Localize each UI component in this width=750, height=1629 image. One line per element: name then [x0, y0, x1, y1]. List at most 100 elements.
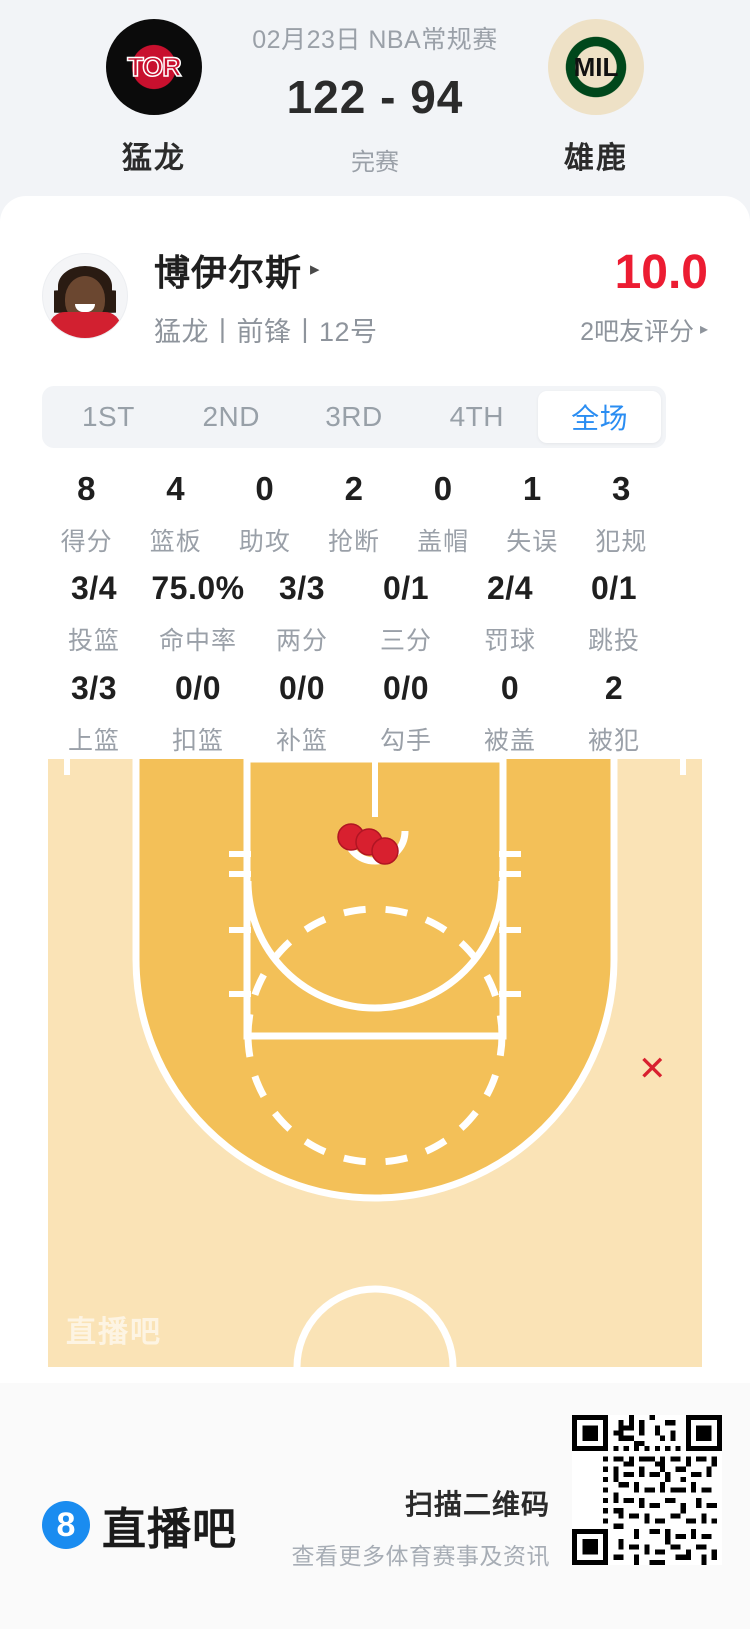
stat-value: 4	[166, 470, 186, 507]
player-identity: 博伊尔斯 ▸ 猛龙丨前锋丨12号	[154, 244, 378, 349]
stat-value: 2	[604, 670, 624, 706]
stat-label: 上篮	[67, 727, 120, 755]
stat-value: 0/0	[175, 670, 221, 706]
score-center: 02月23日 NBA常规赛 122 - 94 完赛	[244, 20, 506, 177]
stat-label: 投篮	[67, 627, 120, 655]
stat-label: 盖帽	[417, 528, 470, 556]
rating-label: 2吧友评分	[580, 317, 694, 346]
stat-label: 被犯	[587, 727, 640, 755]
player-header-row: 博伊尔斯 ▸ 猛龙丨前锋丨12号 10.0 2吧友评分 ▸	[42, 244, 708, 348]
player-name-row[interactable]: 博伊尔斯 ▸	[154, 244, 378, 296]
stat-label: 扣篮	[171, 727, 224, 755]
qr-code-image[interactable]	[572, 1415, 722, 1565]
stat-label: 补篮	[275, 727, 328, 755]
tab-2nd[interactable]: 2ND	[202, 401, 260, 432]
made-shot-marker	[371, 837, 399, 865]
stat-fouls: 3 犯规	[577, 470, 666, 558]
stat-rebounds: 4 篮板	[131, 470, 220, 558]
stat-label: 抢断	[327, 528, 380, 556]
away-team-abbr: MIL	[573, 51, 619, 82]
court-diagram	[48, 759, 702, 1367]
stat-label: 篮板	[149, 528, 202, 556]
stat-value: 3	[611, 470, 631, 507]
shot-chart-court[interactable]: ✕ 直播吧	[48, 759, 702, 1367]
tab-1st[interactable]: 1ST	[81, 401, 135, 432]
rating-label-row[interactable]: 2吧友评分 ▸	[580, 312, 708, 348]
stat-layups: 3/3 上篮	[42, 670, 146, 757]
stat-value: 3/3	[279, 570, 325, 606]
stat-turnovers: 1 失误	[488, 470, 577, 558]
brand-name: 直播吧	[102, 1505, 237, 1554]
match-status: 完赛	[351, 148, 399, 176]
qr-code-icon	[572, 1415, 722, 1565]
match-meta: 02月23日 NBA常规赛	[252, 25, 498, 54]
stat-value: 0/1	[383, 570, 429, 606]
stat-blocked: 0 被盖	[458, 670, 562, 757]
player-rating[interactable]: 10.0 2吧友评分 ▸	[580, 245, 708, 348]
stat-three-pointers: 0/1 三分	[354, 570, 458, 657]
stat-jump-shots: 0/1 跳投	[562, 570, 666, 657]
player-avatar[interactable]	[42, 253, 128, 339]
stat-points: 8 得分	[42, 470, 131, 558]
stat-label: 犯规	[595, 528, 648, 556]
court-watermark: 直播吧	[66, 1316, 162, 1349]
match-score: 122 - 94	[286, 70, 464, 123]
avatar-jersey	[49, 312, 121, 338]
tab-full-game[interactable]: 全场	[538, 391, 661, 443]
qr-subtitle: 查看更多体育赛事及资讯	[291, 1543, 550, 1569]
stat-field-goals: 3/4 投篮	[42, 570, 146, 657]
stat-value: 0/0	[279, 670, 325, 706]
home-team-abbr: TOR	[126, 51, 182, 83]
stats-row-shooting: 3/4 投篮 75.0% 命中率 3/3 两分 0/1 三分 2/4 罚球 0/…	[42, 570, 666, 657]
home-team[interactable]: TOR 猛龙	[64, 19, 244, 177]
player-stats-card: 博伊尔斯 ▸ 猛龙丨前锋丨12号 10.0 2吧友评分 ▸ 1ST 2ND 3R…	[0, 196, 750, 1383]
stat-fg-percent: 75.0% 命中率	[146, 570, 250, 657]
player-subtitle: 猛龙丨前锋丨12号	[154, 316, 378, 347]
stat-dunks: 0/0 扣篮	[146, 670, 250, 757]
stat-value: 1	[522, 470, 542, 507]
stat-value: 0	[500, 670, 520, 706]
stat-value: 0/1	[591, 570, 637, 606]
player-name: 博伊尔斯	[154, 251, 303, 293]
stat-value: 3/3	[71, 670, 117, 706]
stat-label: 跳投	[587, 627, 640, 655]
tab-4th[interactable]: 4TH	[449, 401, 504, 432]
avatar-smile	[75, 304, 95, 312]
stat-label: 三分	[379, 627, 432, 655]
missed-shot-marker: ✕	[638, 1050, 667, 1088]
qr-caption: 扫描二维码 查看更多体育赛事及资讯	[292, 1483, 551, 1571]
stat-value: 0	[255, 470, 275, 507]
stat-value: 8	[77, 470, 96, 507]
stat-label: 失误	[506, 528, 559, 556]
stat-steals: 2 抢断	[309, 470, 398, 558]
stat-value: 3/4	[71, 570, 117, 606]
chevron-right-icon: ▸	[310, 259, 320, 280]
stat-assists: 0 助攻	[220, 470, 309, 558]
away-team-logo-icon: MIL	[548, 19, 644, 115]
tab-3rd[interactable]: 3RD	[325, 401, 383, 432]
stat-label: 被盖	[483, 727, 536, 755]
stat-value: 2/4	[487, 570, 533, 606]
stat-value: 0	[433, 470, 453, 507]
qr-title: 扫描二维码	[404, 1489, 550, 1520]
stat-label: 得分	[60, 528, 113, 556]
stat-putbacks: 0/0 补篮	[250, 670, 354, 757]
home-team-name: 猛龙	[122, 142, 186, 175]
rating-value: 10.0	[614, 245, 708, 299]
stats-row-basic: 8 得分 4 篮板 0 助攻 2 抢断 0 盖帽 1 失误	[42, 470, 666, 558]
stat-fouls-drawn: 2 被犯	[562, 670, 666, 757]
chevron-right-icon: ▸	[699, 320, 708, 338]
stat-two-pointers: 3/3 两分	[250, 570, 354, 657]
away-team[interactable]: MIL 雄鹿	[506, 19, 686, 177]
brand-logo[interactable]: 8 直播吧	[42, 1493, 237, 1557]
stat-blocks: 0 盖帽	[399, 470, 488, 558]
stat-label: 助攻	[238, 528, 291, 556]
stat-label: 罚球	[483, 627, 536, 655]
home-team-logo-icon: TOR	[106, 19, 202, 115]
stats-row-shot-types: 3/3 上篮 0/0 扣篮 0/0 补篮 0/0 勾手 0 被盖 2 被犯	[42, 670, 666, 757]
stat-label: 两分	[275, 627, 328, 655]
stat-label: 命中率	[158, 627, 237, 655]
stat-free-throws: 2/4 罚球	[458, 570, 562, 657]
scoreboard-header: TOR 猛龙 02月23日 NBA常规赛 122 - 94 完赛 MIL 雄鹿	[0, 0, 750, 196]
away-team-name: 雄鹿	[564, 142, 628, 175]
